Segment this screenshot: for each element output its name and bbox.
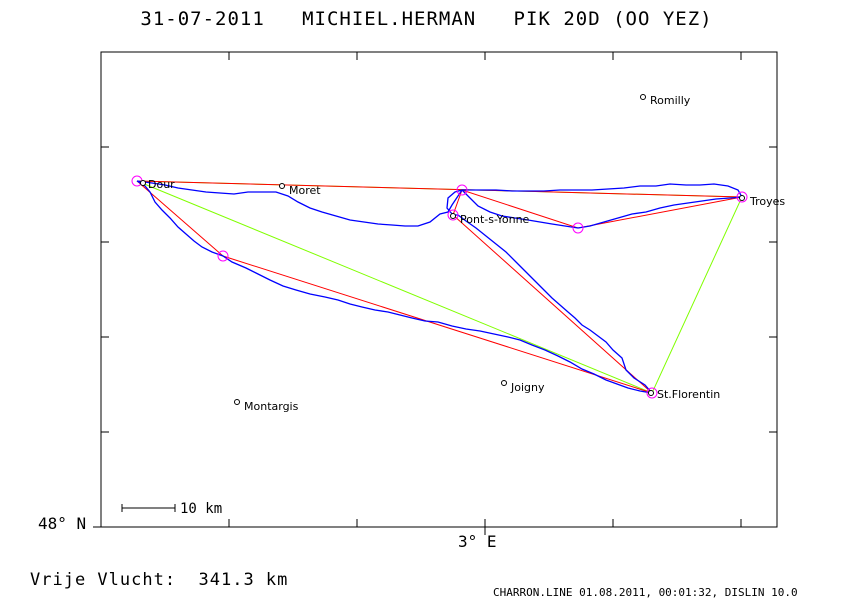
scale-bar-label: 10 km xyxy=(180,501,222,517)
city-label-pont: Pont-s-Yonne xyxy=(460,213,530,226)
city-dot-moret xyxy=(279,183,285,189)
city-label-troyes: Troyes xyxy=(749,195,785,208)
turnpoint-marker xyxy=(456,184,468,196)
city-label-stflorentin: St.Florentin xyxy=(657,388,720,401)
turnpoint-marker xyxy=(447,209,459,221)
longitude-label: 3° E xyxy=(458,532,497,551)
turnpoint-marker xyxy=(736,191,748,203)
axis-ticks xyxy=(93,52,777,535)
city-label-dour: Dour xyxy=(148,178,175,191)
turnpoint-marker xyxy=(572,222,584,234)
city-dot-montargis xyxy=(234,399,240,405)
city-dot-romilly xyxy=(640,94,646,100)
map-frame xyxy=(100,51,778,528)
turnpoint-marker xyxy=(217,250,229,262)
gps-track xyxy=(136,180,744,394)
city-dot-joigny xyxy=(501,380,507,386)
city-label-joigny: Joigny xyxy=(510,381,545,394)
free-flight-route xyxy=(136,180,743,394)
city-dot-stflorentin xyxy=(648,390,654,396)
city-dot-pont xyxy=(450,213,456,219)
city-markers xyxy=(140,94,745,405)
city-label-moret: Moret xyxy=(289,184,321,197)
map-title: 31-07-2011 MICHIEL.HERMAN PIK 20D (OO YE… xyxy=(140,8,713,30)
city-dot-troyes xyxy=(739,195,745,201)
latitude-label: 48° N xyxy=(38,514,87,533)
city-label-romilly: Romilly xyxy=(650,94,691,107)
triangle-route xyxy=(136,180,743,394)
flight-distance: Vrije Vlucht: 341.3 km xyxy=(30,570,289,590)
city-label-montargis: Montargis xyxy=(244,400,299,413)
turnpoint-marker xyxy=(646,387,658,399)
scale-bar xyxy=(121,504,176,512)
footer-info: CHARRON.LINE 01.08.2011, 00:01:32, DISLI… xyxy=(493,586,798,599)
city-dot-dour xyxy=(140,180,146,186)
